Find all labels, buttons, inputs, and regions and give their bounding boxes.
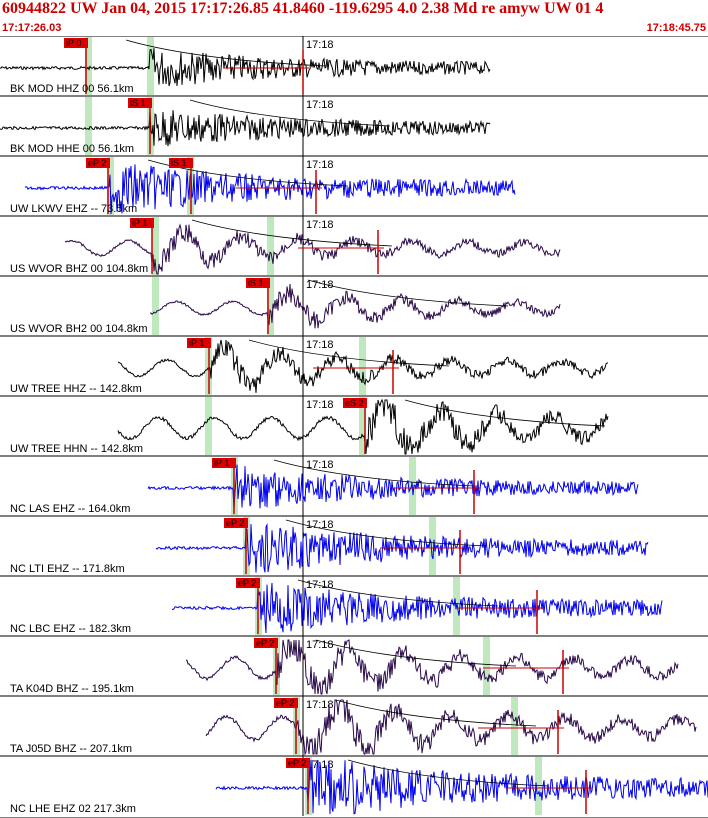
phase-pick-box [187,338,211,348]
waveform-trace [64,223,561,275]
travel-time-curve [297,579,499,607]
phase-band [511,697,518,755]
travel-time-curve [191,219,393,247]
phase-pick-label: iS 1 [130,98,146,108]
channel-label: NC LTI EHZ -- 171.8km [10,563,125,575]
channel-label: NC LBC EHZ -- 182.3km [10,623,131,635]
end-time-label: 17:18:45.75 [646,22,706,34]
channel-label: US WVOR BHZ 00 104.8km [10,263,148,275]
phase-pick-label: eP 2 [238,578,256,588]
travel-time-curve [315,639,517,667]
phase-pick-label: iS 1 [248,278,264,288]
waveform-trace [147,464,639,510]
phase-pick-box [128,98,152,108]
minute-label: 17:18 [306,639,334,651]
phase-pick-box [212,458,236,468]
phase-pick-label: eP 2 [288,758,306,768]
minute-label: 17:18 [306,159,334,171]
channel-label: TA J05D BHZ -- 207.1km [10,743,132,755]
phase-pick-box [236,578,260,588]
minute-label: 17:18 [306,339,334,351]
phase-band [359,397,366,455]
header-bar: 60944822 UW Jan 04, 2015 17:17:26.85 41.… [0,0,708,36]
minute-label: 17:18 [306,459,334,471]
phase-band [152,217,159,275]
phase-pick-label: eS 2 [345,398,364,408]
travel-time-curve [273,459,475,487]
travel-time-curve [147,159,349,187]
minute-label: 17:18 [306,219,334,231]
travel-time-curve [347,759,549,787]
phase-band [85,97,92,155]
travel-time-curve [285,519,487,547]
phase-pick-label: iP 1 [214,458,229,468]
minute-label: 17:18 [306,699,334,711]
phase-band [267,217,274,275]
waveform-trace [0,48,491,87]
minute-label: 17:18 [306,39,334,51]
channel-label: BK MOD HHZ 00 56.1km [10,83,133,95]
channel-label: US WVOR BH2 00 104.8km [10,323,148,335]
phase-pick-label: iP 0 [66,38,81,48]
phase-band [152,277,159,335]
channel-label: BK MOD HHE 00 56.1km [10,143,134,155]
phase-band [359,337,366,395]
phase-band [535,757,542,815]
phase-pick-box [343,398,367,408]
phase-pick-secondary-label: iS 1 [171,158,187,168]
minute-label: 17:18 [306,279,334,291]
phase-pick-label: eP 2 [256,638,274,648]
phase-band [85,37,92,95]
waveform-trace [205,699,697,756]
minute-label: 17:18 [306,99,334,111]
waveform-trace [186,639,679,695]
phase-pick-secondary-box [169,158,193,168]
channel-label: UW TREE HHN -- 142.8km [10,443,143,455]
waveform-trace [215,759,708,815]
phase-pick-box [274,698,298,708]
phase-pick-label: iP 1 [132,218,147,228]
phase-band [205,397,212,455]
travel-time-curve [189,99,391,127]
phase-band [267,277,274,335]
channel-label: UW TREE HHZ -- 142.8km [10,383,142,395]
phase-band [429,517,436,575]
travel-time-curve [125,39,327,67]
minute-label: 17:18 [306,399,334,411]
channel-label: UW LKWV EHZ -- 73.5km [10,203,137,215]
phase-pick-box [286,758,310,768]
phase-band [147,37,154,95]
phase-pick-box [64,38,88,48]
phase-pick-label: eP 2 [276,698,294,708]
phase-band [483,637,490,695]
channel-label: TA K04D BHZ -- 195.1km [10,683,134,695]
phase-pick-box [130,218,154,228]
waveform-trace [149,283,561,329]
phase-pick-label: eP 2 [226,518,244,528]
minute-label: 17:18 [306,579,334,591]
travel-time-curve [248,339,450,367]
waveform-trace [171,582,663,634]
travel-time-curve [307,279,509,307]
phase-pick-label: eP 2 [88,158,106,168]
waveform-trace [155,522,649,573]
phase-pick-box [254,638,278,648]
event-title: 60944822 UW Jan 04, 2015 17:17:26.85 41.… [2,0,604,17]
seismogram-panel[interactable]: 17:18 iP 0 BK MOD HHZ 00 56.1km 17:18 iS 1 BK… [0,36,708,818]
waveform-trace [117,398,609,455]
travel-time-curve [335,699,537,727]
travel-time-curve [404,399,606,427]
waveform-trace [117,339,609,393]
waveform-trace [0,110,491,147]
channel-label: NC LHE EHZ 02 217.3km [10,803,136,815]
start-time-label: 17:17:26.03 [2,22,62,34]
phase-pick-box [224,518,248,528]
minute-label: 17:18 [306,519,334,531]
phase-pick-label: iP 1 [189,338,204,348]
channel-label: NC LAS EHZ -- 164.0km [10,503,130,515]
phase-pick-box [246,278,270,288]
phase-pick-box [86,158,110,168]
